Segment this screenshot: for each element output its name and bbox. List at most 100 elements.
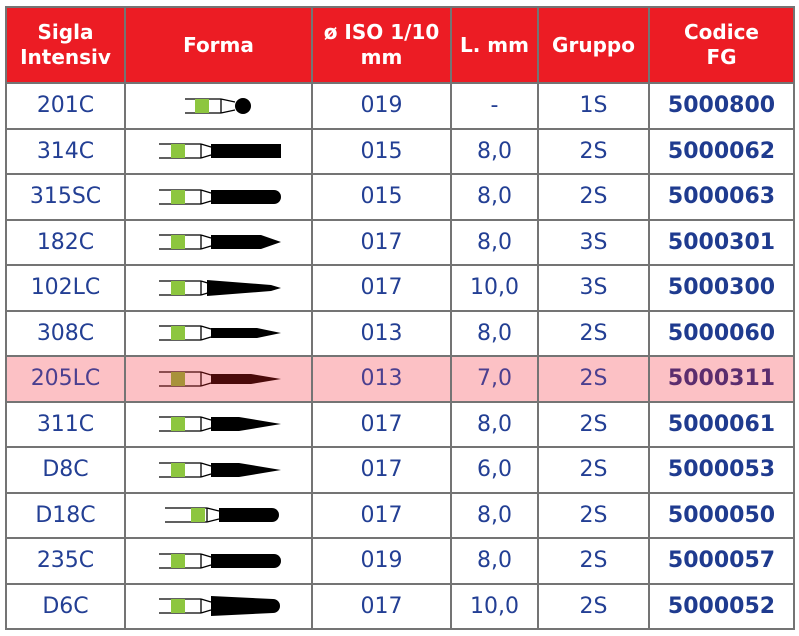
- codice-cell: 5000061: [648, 400, 795, 448]
- table-row: D6C 017 10,0 2S 5000052: [5, 582, 795, 630]
- thin-taper-bur-icon: [126, 320, 311, 346]
- gruppo-cell: 2S: [537, 309, 650, 357]
- iso-cell: 013: [311, 355, 452, 403]
- codice-cell: 5000052: [648, 582, 795, 630]
- iso-cell: 019: [311, 537, 452, 585]
- gruppo-cell: 2S: [537, 491, 650, 539]
- iso-cell: 017: [311, 400, 452, 448]
- table-row: 308C 013 8,0 2S 5000060: [5, 309, 795, 357]
- gruppo-cell: 2S: [537, 537, 650, 585]
- length-cell: 8,0: [450, 491, 539, 539]
- sigla-cell: 205LC: [5, 355, 126, 403]
- forma-cell: [124, 446, 313, 494]
- gruppo-cell: 1S: [537, 82, 650, 130]
- table-row: 205LC 013 7,0 2S 5000311: [5, 355, 795, 403]
- codice-cell: 5000060: [648, 309, 795, 357]
- codice-cell: 5000301: [648, 218, 795, 266]
- cylinder-round-short-bur-icon: [126, 502, 311, 528]
- gruppo-cell: 2S: [537, 446, 650, 494]
- table-row: 235C 019 8,0 2S 5000057: [5, 537, 795, 585]
- taper-pointed-bur-icon: [126, 229, 311, 255]
- length-cell: -: [450, 82, 539, 130]
- codice-cell: 5000300: [648, 264, 795, 312]
- sigla-cell: 201C: [5, 82, 126, 130]
- codice-cell: 5000057: [648, 537, 795, 585]
- iso-cell: 013: [311, 309, 452, 357]
- iso-cell: 019: [311, 82, 452, 130]
- conical-round-bur-icon: [126, 593, 311, 619]
- sigla-cell: 235C: [5, 537, 126, 585]
- forma-cell: [124, 537, 313, 585]
- codice-cell: 5000062: [648, 127, 795, 175]
- forma-cell: [124, 355, 313, 403]
- table-row: 314C 015 8,0 2S 5000062: [5, 127, 795, 175]
- gruppo-cell: 3S: [537, 218, 650, 266]
- header-gruppo: Gruppo: [537, 6, 650, 84]
- ball-bur-icon: [126, 93, 311, 119]
- length-cell: 7,0: [450, 355, 539, 403]
- cylinder-round-bur-icon: [126, 548, 311, 574]
- length-cell: 8,0: [450, 127, 539, 175]
- forma-cell: [124, 491, 313, 539]
- cylinder-round-bur-icon: [126, 184, 311, 210]
- flame-bur-icon: [126, 411, 311, 437]
- forma-cell: [124, 400, 313, 448]
- table-row: 182C 017 8,0 3S 5000301: [5, 218, 795, 266]
- forma-cell: [124, 218, 313, 266]
- iso-cell: 017: [311, 582, 452, 630]
- sigla-cell: 311C: [5, 400, 126, 448]
- length-cell: 8,0: [450, 173, 539, 221]
- length-cell: 8,0: [450, 218, 539, 266]
- forma-cell: [124, 582, 313, 630]
- sigla-cell: D6C: [5, 582, 126, 630]
- table-row: D18C 017 8,0 2S 5000050: [5, 491, 795, 539]
- length-cell: 10,0: [450, 582, 539, 630]
- long-taper-bur-icon: [126, 275, 311, 301]
- table-row: 201C 019-1S 5000800: [5, 82, 795, 130]
- length-cell: 6,0: [450, 446, 539, 494]
- sigla-cell: D8C: [5, 446, 126, 494]
- codice-cell: 5000311: [648, 355, 795, 403]
- iso-cell: 015: [311, 127, 452, 175]
- gruppo-cell: 2S: [537, 127, 650, 175]
- gruppo-cell: 2S: [537, 173, 650, 221]
- iso-cell: 017: [311, 491, 452, 539]
- table-row: 102LC 017 10,0 3S 5000300: [5, 264, 795, 312]
- sigla-cell: 102LC: [5, 264, 126, 312]
- header-sigla: Sigla Intensiv: [5, 6, 126, 84]
- forma-cell: [124, 82, 313, 130]
- forma-cell: [124, 264, 313, 312]
- header-iso: ø ISO 1/10 mm: [311, 6, 452, 84]
- codice-cell: 5000063: [648, 173, 795, 221]
- header-row: Sigla Intensiv Forma ø ISO 1/10 mm L. mm G…: [5, 6, 795, 84]
- length-cell: 8,0: [450, 537, 539, 585]
- cylinder-flat-bur-icon: [126, 138, 311, 164]
- needle-bur-icon: [126, 366, 311, 392]
- header-forma: Forma: [124, 6, 313, 84]
- sigla-cell: 314C: [5, 127, 126, 175]
- length-cell: 8,0: [450, 309, 539, 357]
- gruppo-cell: 2S: [537, 400, 650, 448]
- iso-cell: 017: [311, 218, 452, 266]
- header-length: L. mm: [450, 6, 539, 84]
- gruppo-cell: 3S: [537, 264, 650, 312]
- flame-bur-icon: [126, 457, 311, 483]
- gruppo-cell: 2S: [537, 582, 650, 630]
- iso-cell: 017: [311, 446, 452, 494]
- sigla-cell: D18C: [5, 491, 126, 539]
- sigla-cell: 182C: [5, 218, 126, 266]
- iso-cell: 015: [311, 173, 452, 221]
- gruppo-cell: 2S: [537, 355, 650, 403]
- codice-cell: 5000800: [648, 82, 795, 130]
- bur-table: Sigla Intensiv Forma ø ISO 1/10 mm L. mm G…: [5, 6, 795, 630]
- table-row: D8C 017 6,0 2S 5000053: [5, 446, 795, 494]
- forma-cell: [124, 173, 313, 221]
- sigla-cell: 315SC: [5, 173, 126, 221]
- sigla-cell: 308C: [5, 309, 126, 357]
- forma-cell: [124, 309, 313, 357]
- codice-cell: 5000053: [648, 446, 795, 494]
- table-row: 315SC 015 8,0 2S 5000063: [5, 173, 795, 221]
- forma-cell: [124, 127, 313, 175]
- header-codice: Codice FG: [648, 6, 795, 84]
- table-row: 311C 017 8,0 2S 5000061: [5, 400, 795, 448]
